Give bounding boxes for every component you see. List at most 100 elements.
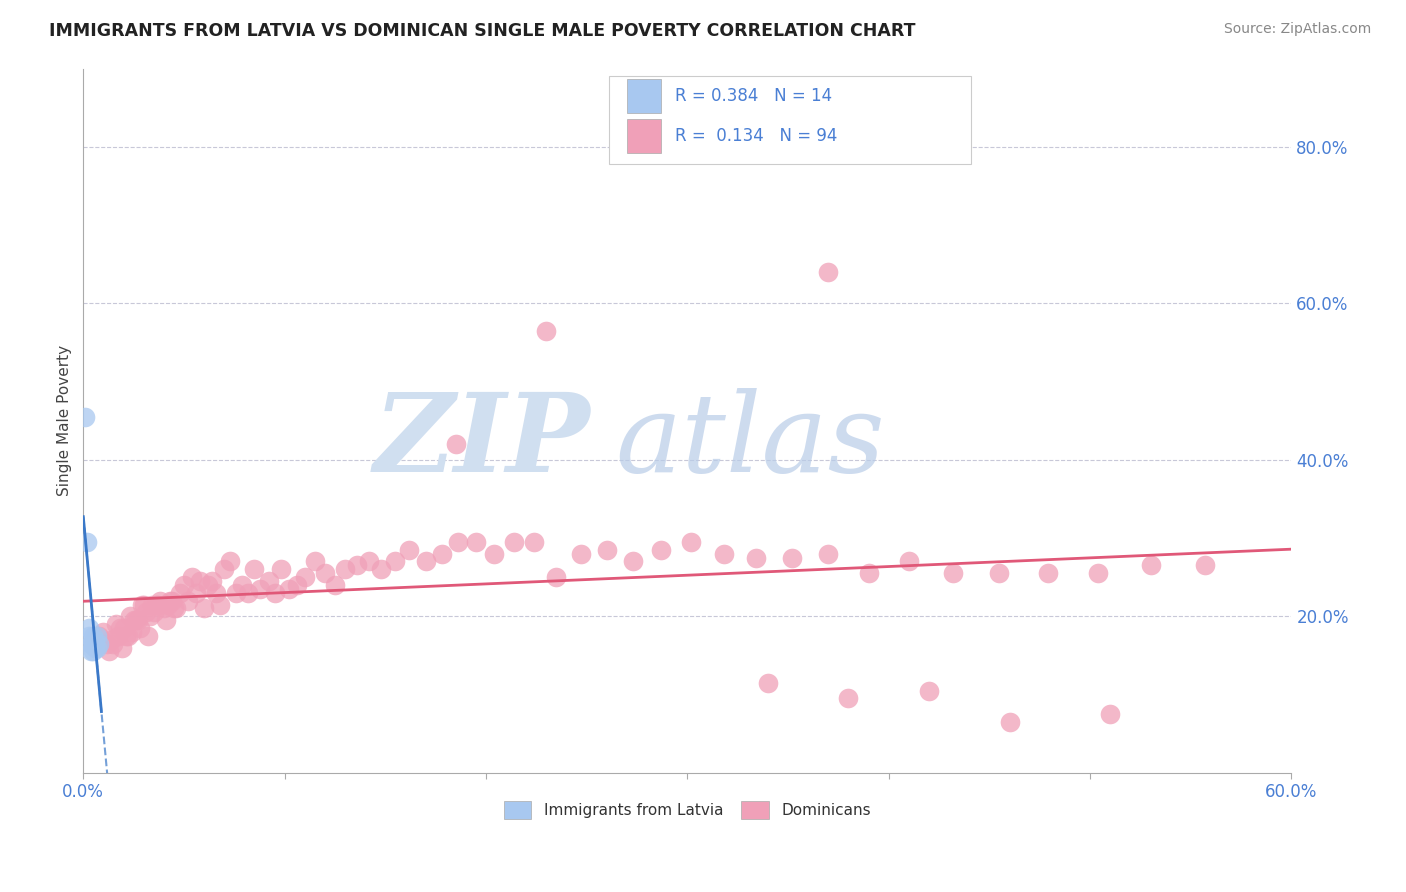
Point — [1087, 566, 1109, 581]
Point — [277, 582, 299, 596]
Point — [141, 598, 163, 612]
Point — [103, 637, 125, 651]
Point — [212, 562, 235, 576]
Point — [201, 574, 224, 588]
Point — [121, 624, 143, 639]
Point — [359, 554, 381, 568]
Point — [444, 437, 467, 451]
Point — [108, 621, 131, 635]
Point — [104, 617, 127, 632]
FancyBboxPatch shape — [627, 78, 661, 112]
Point — [131, 598, 153, 612]
Point — [84, 640, 107, 655]
Point — [837, 691, 859, 706]
Point — [209, 598, 232, 612]
Point — [257, 574, 280, 588]
Text: atlas: atlas — [614, 388, 884, 495]
Point — [314, 566, 336, 581]
Point — [1036, 566, 1059, 581]
Point — [89, 637, 111, 651]
Point — [447, 535, 470, 549]
Point — [93, 624, 115, 639]
FancyBboxPatch shape — [627, 120, 661, 153]
Point — [136, 629, 159, 643]
Point — [110, 640, 132, 655]
Point — [263, 586, 285, 600]
Point — [149, 593, 172, 607]
Point — [155, 613, 177, 627]
Point — [756, 675, 779, 690]
Point — [285, 578, 308, 592]
Point — [181, 570, 204, 584]
Point — [96, 637, 118, 651]
Point — [173, 578, 195, 592]
Point — [415, 554, 437, 568]
Point — [76, 535, 98, 549]
Point — [75, 409, 97, 424]
Point — [132, 598, 155, 612]
Y-axis label: Single Male Poverty: Single Male Poverty — [58, 345, 72, 496]
Point — [159, 593, 181, 607]
Legend: Immigrants from Latvia, Dominicans: Immigrants from Latvia, Dominicans — [498, 795, 877, 825]
Point — [621, 554, 644, 568]
Point — [128, 621, 150, 635]
Point — [482, 547, 505, 561]
Point — [197, 578, 219, 592]
Point — [160, 593, 183, 607]
Point — [86, 629, 108, 643]
Point — [205, 586, 228, 600]
Point — [79, 621, 101, 635]
Point — [988, 566, 1011, 581]
Point — [745, 550, 768, 565]
Point — [243, 562, 266, 576]
Point — [86, 640, 108, 655]
Point — [80, 644, 103, 658]
Point — [100, 632, 122, 647]
Point — [82, 629, 104, 643]
Point — [193, 601, 215, 615]
Point — [89, 629, 111, 643]
Point — [817, 547, 839, 561]
Point — [713, 547, 735, 561]
Point — [596, 542, 619, 557]
Point — [188, 574, 211, 588]
Point — [569, 547, 592, 561]
Point — [249, 582, 271, 596]
Point — [998, 714, 1021, 729]
Point — [398, 542, 420, 557]
Point — [536, 324, 558, 338]
Point — [142, 605, 165, 619]
Point — [177, 593, 200, 607]
Point — [184, 586, 207, 600]
Text: ZIP: ZIP — [374, 388, 591, 495]
Point — [1194, 558, 1216, 573]
Point — [1099, 707, 1122, 722]
Point — [82, 644, 104, 658]
Point — [169, 586, 191, 600]
Point — [1139, 558, 1161, 573]
Point — [114, 629, 136, 643]
Point — [346, 558, 368, 573]
Point — [430, 547, 453, 561]
Point — [145, 598, 167, 612]
Point — [270, 562, 292, 576]
Point — [294, 570, 316, 584]
Point — [231, 578, 253, 592]
Point — [165, 601, 187, 615]
Point — [323, 578, 346, 592]
Point — [503, 535, 526, 549]
Point — [304, 554, 326, 568]
Point — [163, 601, 186, 615]
Point — [107, 629, 129, 643]
Point — [918, 683, 941, 698]
Point — [817, 265, 839, 279]
Point — [942, 566, 965, 581]
Point — [84, 632, 107, 647]
Point — [124, 613, 146, 627]
Point — [79, 629, 101, 643]
Point — [523, 535, 546, 549]
Point — [681, 535, 703, 549]
Point — [112, 621, 135, 635]
Point — [127, 613, 149, 627]
Text: Source: ZipAtlas.com: Source: ZipAtlas.com — [1223, 22, 1371, 37]
